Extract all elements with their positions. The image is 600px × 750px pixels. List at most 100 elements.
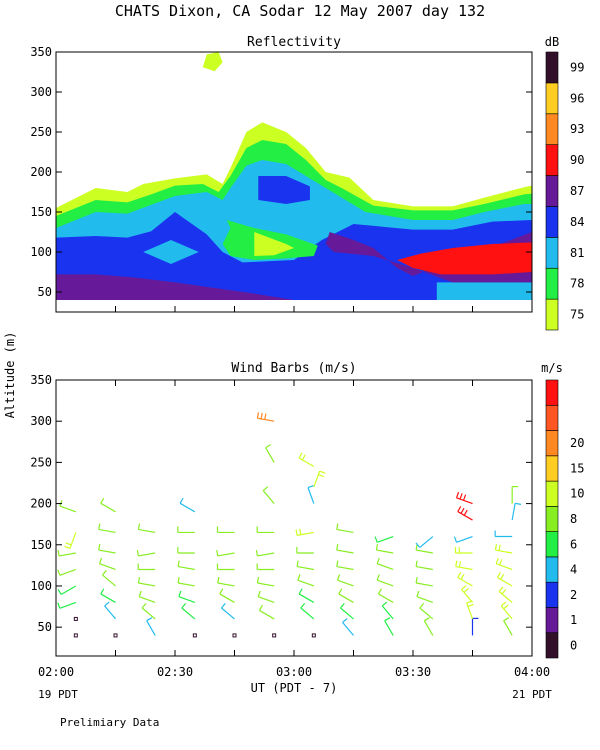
wind-ytick-label: 150 xyxy=(30,538,52,552)
wind-colorbar-swatch xyxy=(545,556,559,583)
wind-barb xyxy=(217,582,235,587)
wind-barb-feather xyxy=(102,570,107,576)
wind-barb-feather xyxy=(374,536,378,543)
wind-colorbar-label: 20 xyxy=(570,436,584,450)
wind-ytick-label: 200 xyxy=(30,497,52,511)
wind-barb-feather xyxy=(264,413,267,420)
wind-barb xyxy=(257,582,275,587)
wind-barb-feather xyxy=(65,542,72,546)
wind-barb-feather xyxy=(503,617,510,622)
wind-barb xyxy=(466,602,474,620)
wind-barb xyxy=(313,470,321,488)
wind-barb xyxy=(338,593,354,603)
reflectivity-contour-84-4 xyxy=(56,212,532,300)
wind-ytick-label: 350 xyxy=(30,373,52,387)
wind-barb xyxy=(178,596,196,604)
wind-barb-feather xyxy=(262,486,269,492)
wind-colorbar-swatch xyxy=(545,404,559,431)
wind-xtick-label: 02:30 xyxy=(157,665,193,679)
reflectivity-y-axis: 50 100 150 200 250 300 350 xyxy=(30,45,532,299)
wind-barb-feather xyxy=(457,506,462,512)
wind-barb-feather xyxy=(295,529,298,536)
wind-barb xyxy=(457,576,473,587)
wind-barb-feather xyxy=(500,601,507,607)
wind-barb-feather xyxy=(515,502,522,505)
wind-barbs-y-axis: 50 100 150 200 250 300 350 xyxy=(30,373,532,634)
wind-barb xyxy=(495,549,513,554)
reflectivity-colorbar-label: 96 xyxy=(570,91,584,105)
wind-barb xyxy=(58,552,76,557)
wind-barb xyxy=(376,535,394,543)
wind-colorbar-swatch xyxy=(545,632,559,659)
wind-barb xyxy=(59,601,77,609)
wind-barb xyxy=(219,593,235,603)
wind-barb-feather xyxy=(342,618,348,623)
wind-barb-feather xyxy=(500,573,505,580)
wind-colorbar-swatch xyxy=(545,379,559,406)
wind-barb-feather xyxy=(221,603,226,609)
wind-barb-feather xyxy=(461,585,467,590)
wind-barb-feather xyxy=(499,559,503,566)
reflectivity-ytick-label: 300 xyxy=(30,85,52,99)
reflectivity-contour-87-9 xyxy=(56,274,294,300)
wind-colorbar-label: 0 xyxy=(570,638,577,652)
wind-barb-feather xyxy=(338,588,343,595)
reflectivity-colorbar-swatch xyxy=(545,298,559,331)
reflectivity-ytick-label: 350 xyxy=(30,45,52,59)
wind-barb xyxy=(423,620,434,636)
reflectivity-colorbar-title: dB xyxy=(545,35,559,49)
wind-xtick-label: 04:00 xyxy=(514,665,550,679)
wind-barb-feather xyxy=(463,587,469,593)
wind-barb-feather xyxy=(296,560,299,567)
wind-barb-feather xyxy=(376,574,380,581)
wind-barb xyxy=(100,593,116,603)
reflectivity-ytick-label: 100 xyxy=(30,245,52,259)
wind-barb-feather xyxy=(498,544,501,551)
reflectivity-colorbar-swatch xyxy=(545,237,559,269)
wind-barb xyxy=(100,502,116,513)
reflectivity-colorbar-swatch xyxy=(545,206,559,238)
wind-barb-feather xyxy=(297,574,301,581)
figure-title: CHATS Dixon, CA Sodar 12 May 2007 day 13… xyxy=(115,2,485,20)
reflectivity-colorbar-label: 84 xyxy=(570,215,584,229)
wind-colorbar-label: 15 xyxy=(570,461,584,475)
wind-barb-feather xyxy=(501,588,507,595)
wind-barb-feather xyxy=(98,557,103,564)
wind-barb xyxy=(181,607,196,620)
reflectivity-title: Reflectivity xyxy=(247,35,341,50)
reflectivity-colorbar-swatch xyxy=(545,144,559,176)
wind-barb-feather xyxy=(419,603,425,609)
wind-barb-feather xyxy=(301,454,306,461)
wind-barb xyxy=(221,607,235,620)
wind-colorbar-swatch xyxy=(545,480,559,507)
wind-barb xyxy=(296,565,314,571)
wind-barb xyxy=(141,607,156,620)
wind-barb-feather xyxy=(256,412,260,419)
wind-barb-feather xyxy=(299,528,302,535)
footer-left: 19 PDT xyxy=(38,688,78,701)
wind-barb xyxy=(257,552,275,557)
wind-barb-feather xyxy=(98,523,101,530)
wind-barbs-title: Wind Barbs (m/s) xyxy=(231,361,356,376)
wind-barb xyxy=(495,563,513,571)
wind-barb xyxy=(262,490,275,504)
wind-barb xyxy=(337,579,354,587)
wind-barb xyxy=(59,568,77,576)
wind-barb xyxy=(60,585,77,595)
wind-barb xyxy=(498,591,513,603)
wind-barb-feather xyxy=(462,494,467,501)
wind-barb xyxy=(300,607,315,620)
reflectivity-ytick-label: 150 xyxy=(30,205,52,219)
wind-barb-feather xyxy=(467,603,474,608)
wind-barb-feather xyxy=(177,560,180,567)
reflectivity-colorbar-swatch xyxy=(545,51,559,84)
wind-barb-feather xyxy=(298,452,303,459)
wind-barb xyxy=(497,576,513,587)
wind-barb xyxy=(336,549,354,554)
wind-barb xyxy=(259,609,275,620)
wind-barb-feather xyxy=(459,493,463,500)
wind-barb xyxy=(381,605,394,620)
wind-colorbar-label: 6 xyxy=(570,537,577,551)
wind-barb xyxy=(138,528,156,534)
wind-barb-feather xyxy=(258,604,263,611)
